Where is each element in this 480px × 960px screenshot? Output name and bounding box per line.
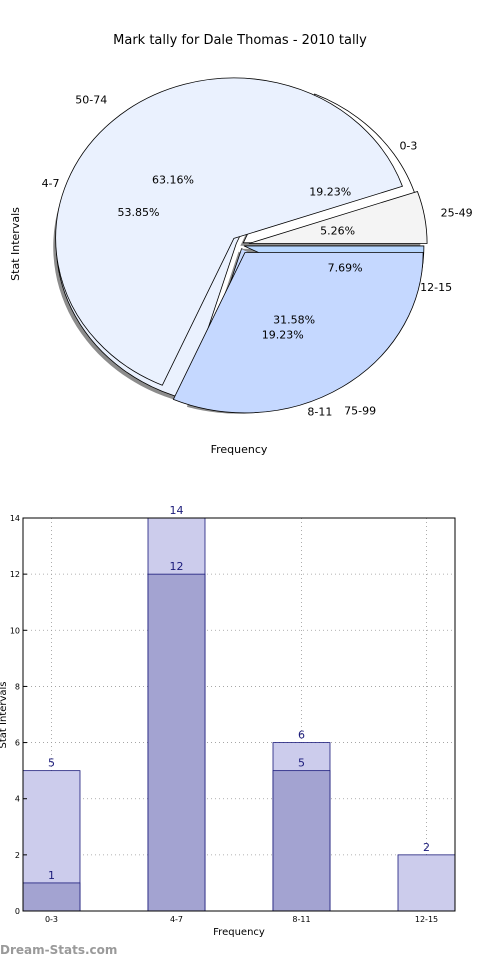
pie-percent-label: 53.85%	[118, 206, 160, 219]
bar-4-7-series-1	[147, 573, 206, 912]
pie-marks: 0-3 19.23% 4-7 53.85% 8-11 19.23% 12-15 7.69% 25…	[42, 77, 473, 419]
pie-category-label: 12-15	[420, 281, 452, 294]
pie-percent-label: 19.23%	[309, 186, 351, 199]
bar-y-tick-label: 10	[10, 626, 20, 635]
watermark-text: Dream-Stats.com	[0, 943, 118, 957]
bar-marks: 5 1 14 12 6 5 2	[22, 504, 456, 912]
pie-percent-label: 7.69%	[328, 261, 363, 274]
bar-x-axis-label: Frequency	[213, 927, 265, 938]
bar-data-label: 2	[423, 841, 430, 854]
pie-slice-75-99	[172, 252, 424, 414]
bar-data-label: 5	[298, 757, 305, 770]
bar-y-tick-label: 8	[15, 682, 20, 691]
bar-8-11-series-1	[272, 770, 331, 912]
bar-chart: 5 1 14 12 6 5 2 0 2 4 6 8 10 12 14 0-3 4-7 8-11 12-15 Fre…	[0, 504, 456, 938]
pie-category-label: 50-74	[75, 94, 107, 107]
pie-category-label: 8-11	[307, 406, 332, 419]
pie-x-axis-label: Frequency	[211, 443, 268, 456]
bar-data-label: 6	[298, 729, 305, 742]
pie-category-label: 75-99	[344, 404, 376, 417]
pie-percent-label: 19.23%	[262, 328, 304, 341]
bar-y-tick-label: 6	[15, 739, 20, 748]
bar-plot-frame	[22, 517, 456, 912]
bar-y-tick-label: 14	[10, 514, 20, 523]
bar-y-tick-label: 12	[10, 570, 20, 579]
bar-y-axis-label: Stat Intervals	[0, 681, 9, 748]
pie-category-label: 25-49	[441, 206, 473, 219]
bar-x-tick-label: 4-7	[170, 915, 183, 924]
bar-data-label: 1	[48, 869, 55, 882]
pie-title: Mark tally for Dale Thomas - 2010 tally	[113, 33, 367, 48]
bar-x-tick-label: 12-15	[415, 915, 438, 924]
pie-y-axis-label: Stat Intervals	[9, 207, 22, 281]
pie-category-label: 0-3	[399, 139, 417, 152]
bar-y-tick-label: 0	[15, 907, 20, 916]
pie-category-label: 4-7	[42, 177, 60, 190]
pie-chart: Mark tally for Dale Thomas - 2010 tally …	[9, 33, 473, 456]
bar-x-tick-label: 0-3	[45, 915, 58, 924]
pie-percent-label: 31.58%	[273, 314, 315, 327]
bar-data-label: 5	[48, 757, 55, 770]
bar-x-tick-label: 8-11	[292, 915, 310, 924]
bar-y-tick-label: 4	[15, 795, 20, 804]
bar-data-label: 14	[170, 504, 184, 517]
bar-grid	[23, 517, 455, 912]
bar-data-label: 12	[170, 560, 184, 573]
bar-12-15-series-0	[397, 854, 456, 912]
pie-percent-label: 5.26%	[320, 224, 355, 237]
bar-0-3-series-1	[22, 882, 81, 912]
pie-percent-label: 63.16%	[152, 173, 194, 186]
pie-slice-25-49	[248, 190, 428, 244]
pie-slice-50-74	[55, 77, 403, 386]
bar-y-tick-label: 2	[15, 851, 20, 860]
